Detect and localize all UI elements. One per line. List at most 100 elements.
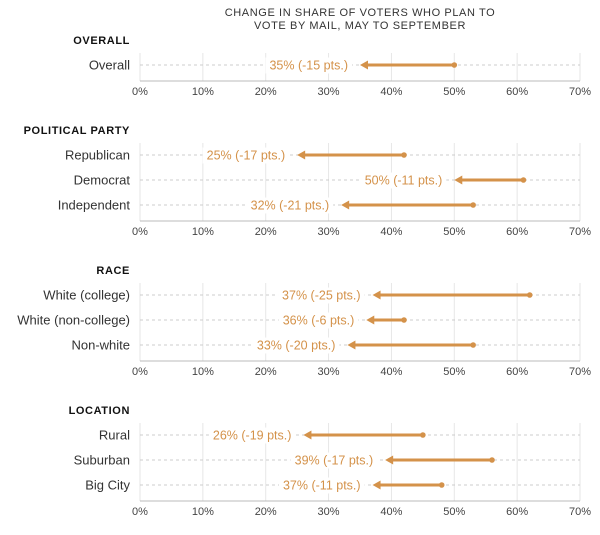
x-tick-label: 30%	[318, 366, 340, 378]
row-independent: Independent 32% (-21 pts.)	[58, 197, 580, 214]
row-non-white: Non-white 33% (-20 pts.)	[71, 337, 580, 354]
row-label: White (non-college)	[17, 313, 130, 328]
row-label: Non-white	[71, 338, 130, 353]
change-arrow-head	[385, 455, 394, 465]
may-value-dot	[520, 177, 527, 183]
x-tick-label: 70%	[569, 86, 591, 98]
section-title: POLITICAL PARTY	[24, 125, 130, 137]
data-label-background	[265, 57, 352, 74]
may-value-dot	[451, 62, 458, 68]
change-arrow-head	[454, 175, 463, 185]
change-arrow-head	[347, 340, 356, 350]
x-tick-label: 70%	[569, 226, 591, 238]
data-label: 37% (-25 pts.)	[282, 289, 361, 303]
data-label: 36% (-6 pts.)	[283, 314, 355, 328]
x-tick-label: 20%	[255, 86, 277, 98]
row-rural: Rural 26% (-19 pts.)	[99, 427, 580, 444]
data-label-background	[278, 312, 359, 329]
x-tick-label: 10%	[192, 366, 214, 378]
x-tick-label: 30%	[318, 86, 340, 98]
row-republican: Republican 25% (-17 pts.)	[65, 147, 580, 164]
x-tick-label: 30%	[318, 506, 340, 518]
change-arrow-head	[303, 430, 312, 440]
row-big-city: Big City 37% (-11 pts.)	[85, 477, 580, 494]
row-label: Overall	[89, 58, 130, 73]
data-label-background	[202, 147, 290, 164]
plot-area: OVERALL 0% 10% 20% 30% 40% 50% 60% 70% Overall 35%…	[17, 35, 591, 518]
x-tick-label: 40%	[380, 86, 402, 98]
x-tick-label: 0%	[132, 506, 148, 518]
may-value-dot	[470, 202, 476, 208]
x-tick-label: 50%	[443, 226, 465, 238]
may-value-dot	[438, 482, 445, 488]
data-label-background	[208, 427, 296, 444]
section-political-party: POLITICAL PARTY 0% 10% 20% 30% 40% 50% 60% 70% Re…	[24, 125, 592, 238]
x-tick-label: 0%	[132, 366, 148, 378]
x-tick-label: 70%	[569, 366, 591, 378]
change-arrow-head	[360, 60, 368, 70]
data-label: 35% (-15 pts.)	[269, 59, 348, 73]
data-label: 32% (-21 pts.)	[251, 199, 330, 213]
x-tick-label: 0%	[132, 226, 148, 238]
x-tick-label: 0%	[132, 86, 148, 98]
change-arrow-head	[372, 480, 381, 490]
section-title: LOCATION	[69, 405, 130, 417]
row-white-college-: White (college) 37% (-25 pts.)	[43, 287, 580, 304]
row-label: Republican	[65, 148, 130, 163]
row-label: Democrat	[74, 173, 131, 188]
data-label: 25% (-17 pts.)	[207, 149, 286, 163]
may-value-dot	[489, 457, 495, 463]
x-tick-label: 20%	[255, 366, 277, 378]
x-tick-label: 60%	[506, 86, 528, 98]
data-label-background	[360, 172, 447, 189]
row-label: White (college)	[43, 288, 130, 303]
x-tick-label: 50%	[443, 506, 465, 518]
may-value-dot	[401, 152, 407, 158]
section-location: LOCATION 0% 10% 20% 30% 40% 50% 60% 70% Rural 26% …	[69, 405, 592, 518]
may-value-dot	[470, 342, 476, 348]
x-tick-label: 10%	[192, 86, 214, 98]
x-tick-label: 20%	[255, 506, 277, 518]
row-label: Independent	[58, 198, 131, 213]
row-label: Rural	[99, 428, 130, 443]
x-tick-label: 60%	[506, 366, 528, 378]
chart-title-line-2: VOTE BY MAIL, MAY TO SEPTEMBER	[254, 20, 466, 32]
row-suburban: Suburban 39% (-17 pts.)	[74, 452, 580, 469]
x-tick-label: 50%	[443, 366, 465, 378]
x-tick-label: 70%	[569, 506, 591, 518]
data-label: 37% (-11 pts.)	[283, 479, 361, 493]
x-tick-label: 30%	[318, 226, 340, 238]
data-label: 39% (-17 pts.)	[295, 454, 374, 468]
row-democrat: Democrat 50% (-11 pts.)	[74, 172, 580, 189]
x-tick-label: 40%	[380, 506, 402, 518]
change-arrow-head	[341, 200, 350, 210]
row-label: Big City	[85, 478, 130, 493]
row-white-non-college-: White (non-college) 36% (-6 pts.)	[17, 312, 580, 329]
chart-title-line-1: CHANGE IN SHARE OF VOTERS WHO PLAN TO	[225, 7, 496, 19]
change-arrow-head	[372, 290, 381, 300]
may-value-dot	[420, 432, 426, 438]
x-tick-label: 60%	[506, 226, 528, 238]
x-tick-label: 40%	[380, 226, 402, 238]
change-arrow-head	[366, 315, 375, 325]
data-label-background	[290, 452, 378, 469]
data-label-background	[278, 287, 365, 304]
data-label: 33% (-20 pts.)	[257, 339, 336, 353]
data-label: 50% (-11 pts.)	[365, 174, 443, 188]
data-label: 26% (-19 pts.)	[213, 429, 292, 443]
row-overall: Overall 35% (-15 pts.)	[89, 57, 580, 74]
row-label: Suburban	[74, 453, 130, 468]
may-value-dot	[526, 292, 533, 298]
x-tick-label: 10%	[192, 506, 214, 518]
section-title: OVERALL	[73, 35, 130, 47]
data-label-background	[252, 337, 340, 354]
x-tick-label: 20%	[255, 226, 277, 238]
may-value-dot	[401, 317, 407, 323]
section-overall: OVERALL 0% 10% 20% 30% 40% 50% 60% 70% Overall 35%…	[73, 35, 591, 98]
x-tick-label: 60%	[506, 506, 528, 518]
data-label-background	[246, 197, 334, 214]
section-race: RACE 0% 10% 20% 30% 40% 50% 60% 70% White (colleg…	[17, 265, 591, 378]
data-label-background	[278, 477, 365, 494]
change-arrow-head	[297, 150, 306, 160]
